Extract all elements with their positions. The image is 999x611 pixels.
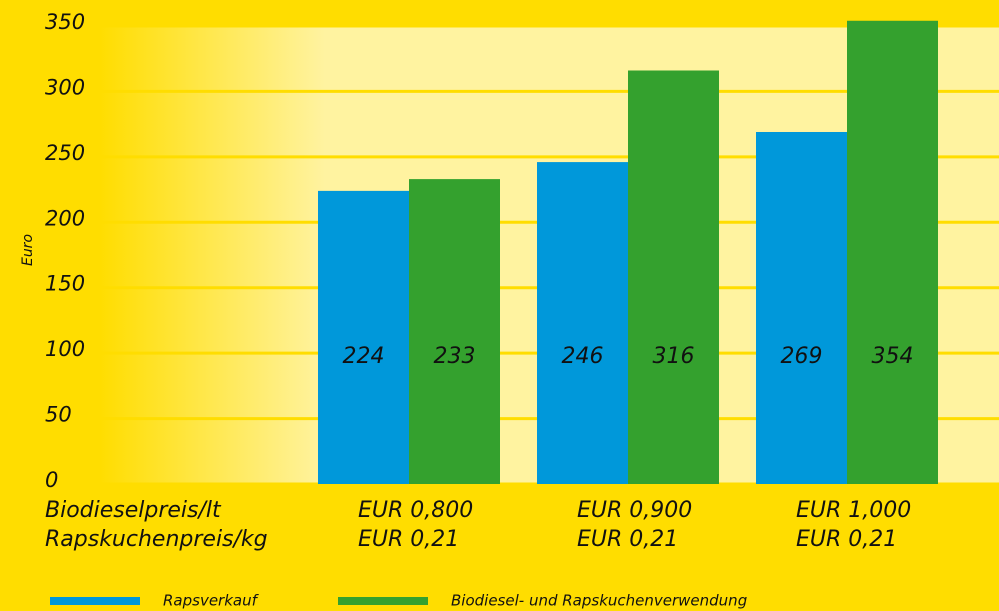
y-tick-label: 150 bbox=[45, 272, 85, 296]
y-tick-label: 50 bbox=[45, 403, 72, 427]
legend-label: Rapsverkauf bbox=[163, 592, 260, 610]
y-tick-label: 300 bbox=[45, 75, 85, 99]
x-tick-label: EUR 0,21 bbox=[358, 527, 459, 552]
data-label: 246 bbox=[562, 344, 604, 369]
bar bbox=[628, 70, 719, 485]
bar bbox=[318, 190, 409, 484]
data-label: 224 bbox=[343, 344, 385, 369]
bar bbox=[756, 131, 847, 484]
category-row-label: Biodieselpreis/lt bbox=[45, 498, 222, 523]
y-tick-label: 0 bbox=[45, 468, 58, 492]
y-tick-label: 350 bbox=[45, 10, 85, 34]
y-tick-label: 200 bbox=[45, 206, 85, 230]
x-tick-label: EUR 0,900 bbox=[577, 498, 692, 523]
category-row-label: Rapskuchenpreis/kg bbox=[45, 527, 268, 552]
y-tick-label: 100 bbox=[45, 337, 85, 361]
data-label: 233 bbox=[434, 344, 476, 369]
legend-swatch bbox=[338, 597, 428, 605]
bar bbox=[847, 20, 938, 484]
legend-label: Biodiesel- und Rapskuchenverwendung bbox=[451, 592, 747, 610]
y-axis-label: Euro bbox=[20, 234, 36, 266]
legend-swatch bbox=[50, 597, 140, 605]
y-tick-label: 250 bbox=[45, 141, 85, 165]
x-tick-label: EUR 0,21 bbox=[796, 527, 897, 552]
bar bbox=[409, 179, 500, 485]
data-label: 354 bbox=[872, 344, 914, 369]
bar bbox=[537, 162, 628, 484]
x-tick-label: EUR 0,21 bbox=[577, 527, 678, 552]
data-label: 316 bbox=[653, 344, 695, 369]
x-tick-label: EUR 0,800 bbox=[358, 498, 473, 523]
data-label: 269 bbox=[781, 344, 823, 369]
x-tick-label: EUR 1,000 bbox=[796, 498, 911, 523]
